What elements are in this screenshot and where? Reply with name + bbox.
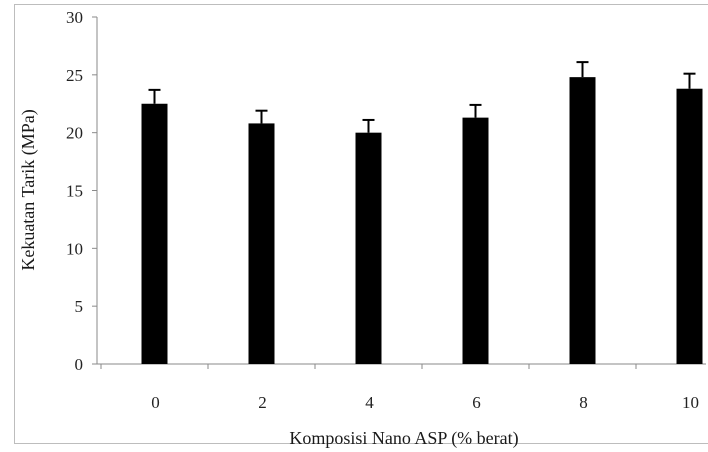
bar-8 (569, 77, 596, 364)
y-tick-label: 25 (66, 66, 83, 85)
x-tick-label: 4 (365, 393, 374, 412)
y-axis-title: Kekuatan Tarik (MPa) (18, 109, 39, 270)
y-tick-label: 20 (66, 124, 83, 143)
error-bar-2 (255, 109, 268, 124)
y-axis: 0 5 10 15 20 25 30 (66, 8, 98, 374)
error-bar-6 (469, 103, 482, 118)
error-bar-8 (576, 61, 589, 78)
bars (141, 77, 703, 365)
y-tick-label: 5 (75, 297, 84, 316)
error-bar-0 (148, 88, 161, 104)
y-tick-label: 15 (66, 182, 83, 201)
x-axis: 0 2 4 6 8 10 (97, 363, 706, 412)
x-tick-label: 8 (579, 393, 588, 412)
x-tick-label: 2 (258, 393, 267, 412)
error-bar-10 (683, 72, 696, 89)
error-bar-4 (362, 118, 375, 133)
x-tick-label: 6 (472, 393, 481, 412)
x-axis-title: Komposisi Nano ASP (% berat) (289, 428, 518, 449)
x-tick-label: 10 (682, 393, 699, 412)
y-tick-label: 10 (66, 239, 83, 258)
bar-0 (141, 103, 168, 364)
y-tick-label: 0 (75, 355, 84, 374)
error-bars (148, 61, 696, 133)
y-tick-label: 30 (66, 8, 83, 27)
x-tick-label: 0 (151, 393, 160, 412)
bar-10 (676, 88, 703, 365)
bar-2 (248, 123, 275, 364)
bar-4 (355, 132, 382, 364)
bar-6 (462, 117, 489, 364)
